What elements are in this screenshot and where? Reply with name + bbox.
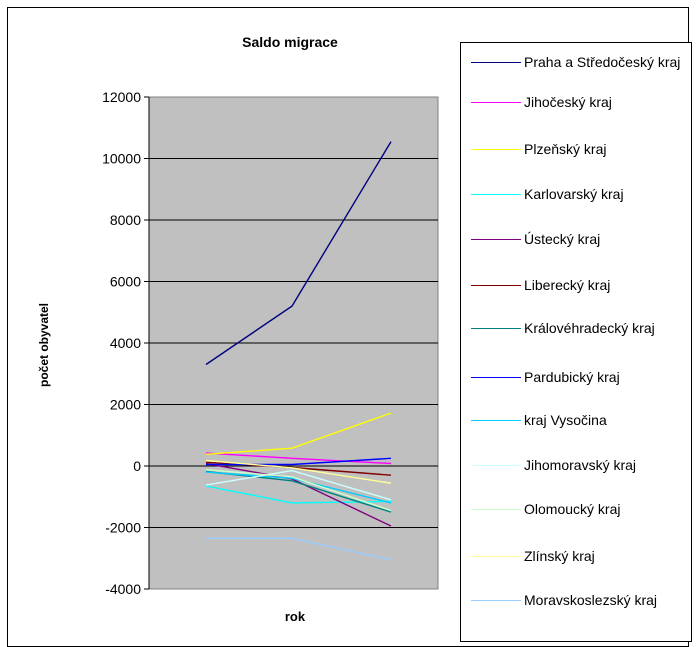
legend-swatch xyxy=(471,509,521,510)
legend-swatch xyxy=(471,556,521,557)
x-axis-label: rok xyxy=(284,609,306,624)
series-line-11 xyxy=(205,469,392,512)
legend-swatch xyxy=(471,102,521,103)
legend-label: Jihomoravský kraj xyxy=(524,457,637,473)
series-line-12 xyxy=(205,459,392,484)
legend-swatch xyxy=(471,600,521,601)
series-line-1 xyxy=(205,141,392,366)
legend-swatch xyxy=(471,285,521,286)
y-tick-label: 2000 xyxy=(110,397,141,413)
legend-label: Praha a Středočeský kraj xyxy=(524,54,681,70)
legend-swatch xyxy=(471,194,521,195)
series-line-9 xyxy=(205,471,392,504)
legend-swatch xyxy=(471,420,521,421)
series-line-10 xyxy=(205,469,392,501)
y-tick-label: -4000 xyxy=(105,581,141,597)
legend-label: Královéhradecký kraj xyxy=(524,320,655,336)
y-tick-label: 6000 xyxy=(110,274,141,290)
legend-swatch xyxy=(471,149,521,150)
y-tick-label: 4000 xyxy=(110,335,141,351)
legend-swatch xyxy=(471,377,521,378)
legend-swatch xyxy=(471,328,521,329)
legend-label: Karlovarský kraj xyxy=(524,186,624,202)
legend-label: Zlínský kraj xyxy=(524,548,595,564)
legend-label: Jihočeský kraj xyxy=(524,94,612,110)
legend-label: Pardubický kraj xyxy=(524,369,620,385)
y-tick-label: 8000 xyxy=(110,212,141,228)
series-line-8 xyxy=(206,457,392,466)
legend-label: Moravskoslezský kraj xyxy=(524,592,658,608)
series-line-3 xyxy=(205,412,392,455)
series-line-2 xyxy=(205,452,392,465)
y-tick-label: 12000 xyxy=(102,89,141,105)
legend-swatch xyxy=(471,62,521,63)
legend-label: Olomoucký kraj xyxy=(524,501,621,517)
legend: Praha a Středočeský kraj Jihočeský kraj Pl… xyxy=(460,42,692,642)
legend-label: Plzeňský kraj xyxy=(524,141,607,157)
y-tick-label: 10000 xyxy=(102,151,141,167)
legend-swatch xyxy=(471,465,521,466)
legend-label: Ústecký kraj xyxy=(524,231,601,247)
legend-label: kraj Vysočina xyxy=(524,412,607,428)
y-axis-label: počet obyvatel xyxy=(37,302,51,388)
legend-swatch xyxy=(471,239,521,240)
y-tick-label: -2000 xyxy=(105,520,141,536)
legend-label: Liberecký kraj xyxy=(524,277,611,293)
y-tick-label: 0 xyxy=(133,458,141,474)
chart-title: Saldo migrace xyxy=(242,34,338,50)
series-line-13 xyxy=(206,537,392,561)
